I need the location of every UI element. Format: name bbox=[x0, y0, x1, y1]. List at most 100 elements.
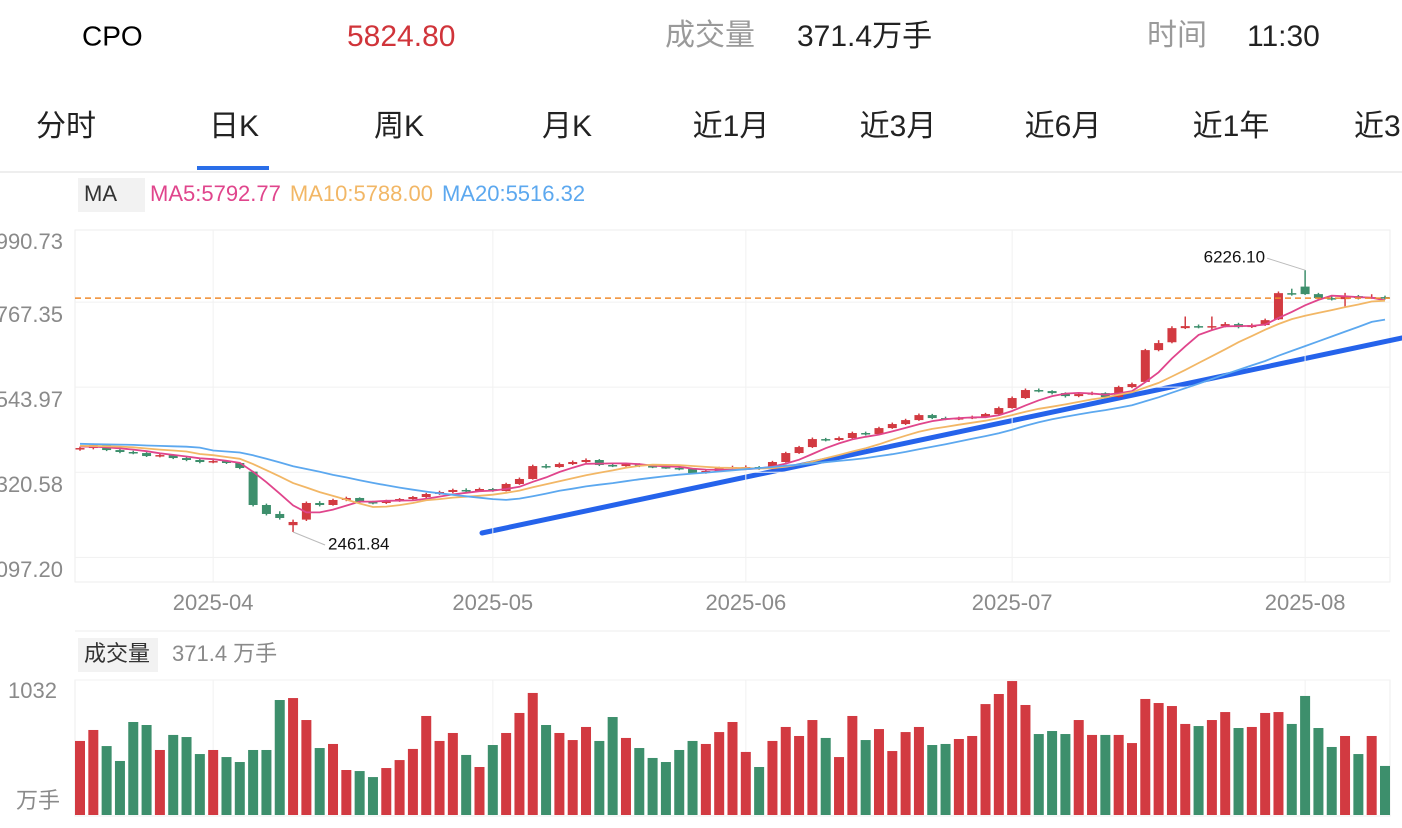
volume-bar bbox=[1273, 712, 1284, 815]
candle-body bbox=[408, 497, 418, 500]
volume-bar bbox=[314, 748, 325, 815]
volume-bar bbox=[501, 732, 512, 815]
ma-line bbox=[79, 299, 1386, 508]
tab[interactable]: 日K bbox=[209, 110, 259, 143]
volume-bar bbox=[1366, 735, 1377, 815]
candle-body bbox=[981, 414, 991, 418]
legend-title-bg bbox=[78, 178, 145, 212]
candle-body bbox=[461, 489, 471, 492]
tab[interactable]: 分时 bbox=[36, 110, 96, 143]
volume-bar bbox=[1286, 723, 1297, 815]
volume-bar bbox=[1087, 734, 1098, 815]
volume-bar bbox=[1353, 754, 1364, 815]
candle-body bbox=[927, 415, 937, 419]
annotation-pointer bbox=[1266, 257, 1306, 271]
annotation: 6226.10 bbox=[1204, 248, 1265, 267]
volume-bar bbox=[208, 749, 219, 815]
volume-bar bbox=[474, 766, 485, 815]
candle-body bbox=[1154, 343, 1164, 351]
tab[interactable]: 近3 bbox=[1354, 110, 1401, 143]
candle-body bbox=[221, 461, 231, 463]
volume-bar bbox=[75, 740, 85, 815]
candle-body bbox=[1287, 293, 1297, 295]
candle-body bbox=[301, 502, 311, 520]
volume-bar bbox=[234, 762, 245, 815]
volume-bar bbox=[447, 732, 458, 815]
candle-body bbox=[807, 439, 817, 448]
volume-bar bbox=[114, 760, 125, 815]
volume-bar bbox=[328, 743, 339, 815]
volume-bar bbox=[394, 760, 405, 815]
candle-body bbox=[581, 460, 591, 463]
volume-bar bbox=[194, 754, 205, 815]
volume-bar bbox=[687, 740, 698, 815]
volume-bar bbox=[367, 777, 378, 815]
volume-bar bbox=[740, 751, 751, 815]
volume-title: 成交量 bbox=[84, 641, 150, 666]
volume-bar bbox=[634, 748, 645, 815]
tab[interactable]: 近6月 bbox=[1025, 110, 1102, 143]
candle-body bbox=[914, 415, 924, 421]
volume-bar bbox=[887, 751, 898, 815]
candle-body bbox=[1194, 326, 1204, 328]
volume-bar bbox=[940, 743, 951, 815]
candle-body bbox=[688, 469, 698, 474]
volume-bar bbox=[754, 766, 765, 815]
candle-body bbox=[1020, 390, 1030, 399]
volume-bar bbox=[847, 715, 858, 815]
candle-body bbox=[355, 497, 365, 503]
volume-bar bbox=[1340, 735, 1351, 815]
volume-bar bbox=[900, 732, 911, 815]
volume-bar bbox=[1140, 698, 1151, 815]
volume-bar bbox=[1100, 734, 1111, 815]
volume-bar bbox=[873, 729, 884, 815]
volume-bar bbox=[434, 740, 445, 815]
volume-bar bbox=[487, 745, 498, 815]
candle-body bbox=[128, 452, 138, 454]
candle-body bbox=[861, 433, 871, 435]
volume-bar bbox=[674, 749, 685, 815]
volume-title-bg bbox=[78, 638, 158, 672]
candle-body bbox=[661, 467, 671, 469]
tab[interactable]: 周K bbox=[374, 110, 424, 143]
volume-bar bbox=[1193, 726, 1204, 815]
y-unit: 万手 bbox=[16, 788, 60, 813]
volume-bar bbox=[647, 757, 658, 815]
volume-label: 成交量 bbox=[665, 19, 755, 52]
volume-bar bbox=[581, 726, 592, 815]
candle-body bbox=[794, 447, 804, 454]
volume-bar bbox=[980, 704, 991, 815]
volume-bar bbox=[967, 735, 978, 815]
time-value: 11:30 bbox=[1247, 20, 1320, 53]
volume-bar bbox=[288, 698, 299, 815]
annotation: 2461.84 bbox=[328, 534, 389, 553]
stock-name: CPO bbox=[82, 20, 143, 51]
x-tick-label: 2025-04 bbox=[173, 590, 254, 615]
candle-body bbox=[168, 455, 178, 459]
volume-bar bbox=[1380, 765, 1390, 815]
volume-bar bbox=[1033, 734, 1044, 815]
tab[interactable]: 近1年 bbox=[1193, 110, 1270, 143]
candle-body bbox=[1327, 298, 1337, 300]
volume-bar bbox=[794, 735, 805, 815]
candle-body bbox=[501, 483, 511, 492]
tab[interactable]: 月K bbox=[542, 110, 592, 143]
volume-bar bbox=[1246, 726, 1257, 815]
tab[interactable]: 近3月 bbox=[860, 110, 937, 143]
candle-body bbox=[328, 499, 338, 506]
volume-bar bbox=[807, 720, 818, 815]
volume-value: 371.4万手 bbox=[797, 20, 932, 53]
candle-body bbox=[1114, 387, 1124, 398]
ma-line bbox=[79, 318, 1386, 501]
y-tick-label: 6990.73 bbox=[0, 229, 63, 254]
volume-bar bbox=[168, 734, 179, 815]
candle-body bbox=[182, 458, 192, 461]
volume-bar bbox=[341, 770, 352, 815]
candle-body bbox=[621, 464, 631, 467]
tab[interactable]: 近1月 bbox=[693, 110, 770, 143]
volume-bar bbox=[860, 740, 871, 815]
volume-bar bbox=[381, 768, 392, 815]
candle-body bbox=[887, 424, 897, 429]
volume-bar bbox=[607, 717, 618, 815]
